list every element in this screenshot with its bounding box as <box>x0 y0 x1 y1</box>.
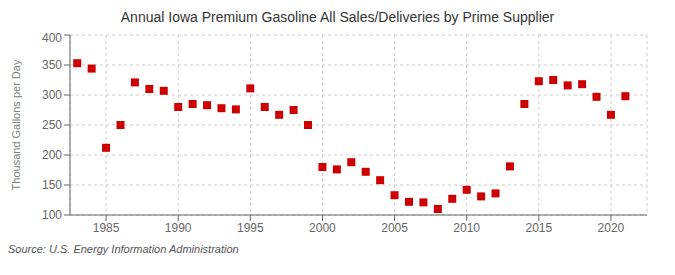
svg-text:1995: 1995 <box>237 221 264 235</box>
svg-text:350: 350 <box>42 58 62 72</box>
svg-text:400: 400 <box>42 31 62 45</box>
svg-text:1990: 1990 <box>165 221 192 235</box>
svg-text:100: 100 <box>42 208 62 222</box>
svg-text:2020: 2020 <box>598 221 625 235</box>
svg-text:2015: 2015 <box>525 221 552 235</box>
svg-text:1985: 1985 <box>93 221 120 235</box>
html-text:Annual Iowa Premium Gasoline A: Annual Iowa Premium Gasoline All Sales/D… <box>120 9 555 25</box>
html-text:Source: U.S. Energy Informatio: Source: U.S. Energy Information Administ… <box>8 243 239 255</box>
svg-text:2000: 2000 <box>309 221 336 235</box>
svg-text:150: 150 <box>42 178 62 192</box>
svg-text:250: 250 <box>42 118 62 132</box>
svg-text:200: 200 <box>42 148 62 162</box>
svg-text:2005: 2005 <box>381 221 408 235</box>
svg-text:300: 300 <box>42 88 62 102</box>
svg-text:Thousand Gallons per Day: Thousand Gallons per Day <box>10 59 22 190</box>
svg-text:2010: 2010 <box>453 221 480 235</box>
